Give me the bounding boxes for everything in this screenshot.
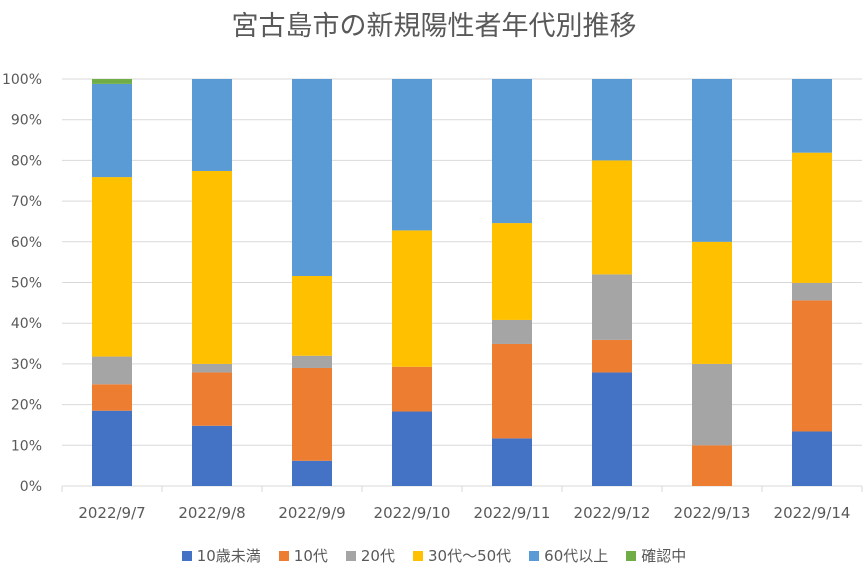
bar-segment (592, 160, 632, 275)
legend-item: 10歳未満 (181, 545, 261, 566)
bar-segment (392, 230, 432, 367)
bar-segment (692, 445, 732, 486)
legend-label: 10歳未満 (196, 547, 261, 565)
legend-label: 20代 (360, 547, 395, 565)
bar-segment (492, 79, 532, 224)
bar-segment (792, 79, 832, 153)
bar-segment (492, 438, 532, 486)
legend-swatch (626, 550, 637, 561)
y-tick-label: 20% (11, 398, 42, 414)
chart-title: 宮古島市の新規陽性者年代別推移 (231, 11, 637, 42)
y-tick-label: 50% (11, 276, 42, 292)
bar-segment (92, 177, 132, 357)
y-tick-label: 0% (20, 479, 42, 495)
legend-label: 30代～50代 (427, 547, 512, 565)
x-tick-label: 2022/9/12 (574, 504, 651, 522)
bar-segment (192, 170, 232, 364)
legend-item: 30代～50代 (412, 545, 512, 566)
legend-swatch (278, 550, 289, 561)
y-tick-label: 90% (11, 113, 42, 129)
bar-segment (792, 431, 832, 486)
x-tick-label: 2022/9/11 (474, 504, 551, 522)
legend-item: 確認中 (626, 545, 686, 566)
y-tick-label: 70% (11, 194, 42, 210)
bar-segment (492, 343, 532, 439)
bar-segment (392, 411, 432, 486)
x-tick-label: 2022/9/13 (674, 504, 751, 522)
bar-segment (292, 355, 332, 368)
x-tick-label: 2022/9/10 (374, 504, 451, 522)
x-tick-label: 2022/9/9 (278, 504, 345, 522)
bar-segment (92, 356, 132, 385)
y-tick-label: 30% (11, 357, 42, 373)
legend-label: 10代 (293, 547, 328, 565)
legend-label: 確認中 (641, 547, 687, 565)
bar-segment (492, 223, 532, 320)
bar-segment (292, 460, 332, 486)
bar-segment (592, 274, 632, 340)
bar-segment (392, 366, 432, 412)
x-tick-label: 2022/9/14 (774, 504, 851, 522)
legend: 10歳未満 10代 20代 30代～50代 60代以上 確認中 (0, 545, 868, 566)
legend-label: 60代以上 (544, 547, 609, 565)
x-tick-label: 2022/9/7 (78, 504, 145, 522)
bar-segment (692, 241, 732, 364)
bar-segment (792, 300, 832, 432)
bar-segment (92, 410, 132, 486)
bar-segment (692, 79, 732, 242)
bar-segment (292, 367, 332, 461)
bar-segment (92, 83, 132, 178)
legend-item: 60代以上 (529, 545, 608, 566)
bar-segment (292, 275, 332, 356)
bar-segment (192, 363, 232, 373)
y-tick-label: 10% (11, 438, 42, 454)
bar-segment (92, 79, 132, 84)
bar-segment (592, 372, 632, 486)
bar-segment (592, 339, 632, 373)
bar-segment (592, 79, 632, 161)
bar-segment (792, 282, 832, 301)
y-tick-label: 40% (11, 316, 42, 332)
legend-swatch (345, 550, 356, 561)
bar-segment (792, 152, 832, 283)
legend-swatch (181, 550, 192, 561)
bar-segment (692, 363, 732, 446)
legend-item: 10代 (278, 545, 328, 566)
y-tick-label: 80% (11, 153, 42, 169)
legend-item: 20代 (345, 545, 395, 566)
legend-swatch (529, 550, 540, 561)
legend-swatch (412, 550, 423, 561)
bar-segment (392, 79, 432, 231)
y-tick-label: 100% (2, 72, 42, 88)
bar-segment (292, 79, 332, 276)
bar-segment (192, 425, 232, 486)
bar-segment (92, 384, 132, 411)
bar-segment (192, 372, 232, 426)
bar-segment (192, 79, 232, 171)
y-tick-label: 60% (11, 235, 42, 251)
x-tick-label: 2022/9/8 (178, 504, 245, 522)
bar-segment (492, 319, 532, 344)
